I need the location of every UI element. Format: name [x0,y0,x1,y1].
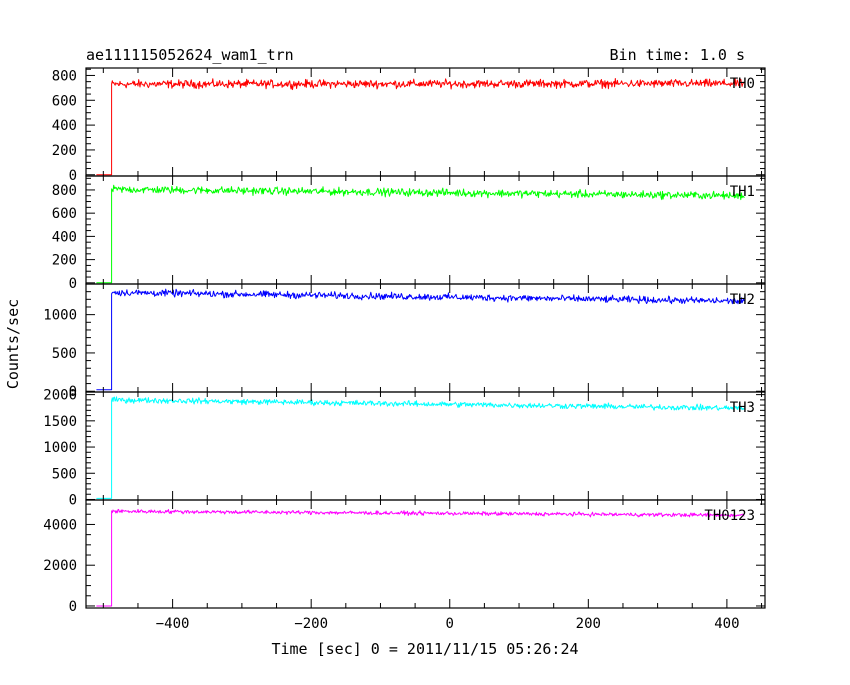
y-tick-label: 0 [69,599,77,615]
x-axis-label: Time [sec] 0 = 2011/11/15 05:26:24 [271,640,578,658]
x-tick-label: 200 [576,616,601,632]
y-tick-label: 0 [69,492,77,508]
panel-label: TH1 [730,184,755,200]
panel-label: TH2 [730,292,755,308]
y-tick-label: 1000 [43,308,77,324]
y-tick-label: 4000 [43,517,77,533]
y-tick-label: 600 [52,93,77,109]
series-line-th1 [96,184,745,284]
x-tick-label: −200 [294,616,328,632]
panel-th2: 0 500 1000 TH2 [43,283,766,400]
panel-label: TH0 [730,76,755,92]
panel-label: TH3 [730,400,755,416]
x-tick-label: −400 [156,616,190,632]
y-tick-label: 200 [52,253,77,269]
y-tick-label: 800 [52,68,77,84]
panel-th1: 0 200 400 600 800 TH1 [52,175,766,292]
x-tick-label: 0 [446,616,454,632]
y-tick-label: 1500 [43,414,77,430]
series-line-th2 [96,288,745,391]
y-tick-label: 1000 [43,440,77,456]
bin-time-label: Bin time: 1.0 s [610,46,745,64]
panel-label: TH0123 [704,508,755,524]
series-line-th3 [96,396,745,499]
y-tick-label: 200 [52,143,77,159]
panel-th0123: 0 2000 4000 TH0123 [43,499,766,615]
panel-th0: 0 200 400 600 800 TH0 [52,67,766,184]
y-tick-label: 2000 [43,558,77,574]
y-axis-label: Counts/sec [4,299,22,389]
y-tick-label: 2000 [43,388,77,404]
chart-title: ae111115052624_wam1_trn [86,46,294,64]
panels-layer: 0 200 400 600 800 TH0 0 200 400 600 800 TH1 0 500 1000… [43,67,766,632]
y-tick-label: 500 [52,346,77,362]
series-line-th0123 [96,508,745,607]
y-tick-label: 0 [69,168,77,184]
x-tick-label: 400 [714,616,739,632]
panel-frame [85,499,766,609]
y-tick-label: 400 [52,229,77,245]
y-tick-label: 600 [52,206,77,222]
y-tick-label: 0 [69,384,77,400]
panel-th3: 0 500 1000 1500 2000 TH3 [43,388,766,508]
y-tick-label: 400 [52,118,77,134]
y-tick-label: 0 [69,276,77,292]
series-line-th0 [96,78,745,176]
y-tick-label: 500 [52,466,77,482]
y-tick-label: 800 [52,183,77,199]
